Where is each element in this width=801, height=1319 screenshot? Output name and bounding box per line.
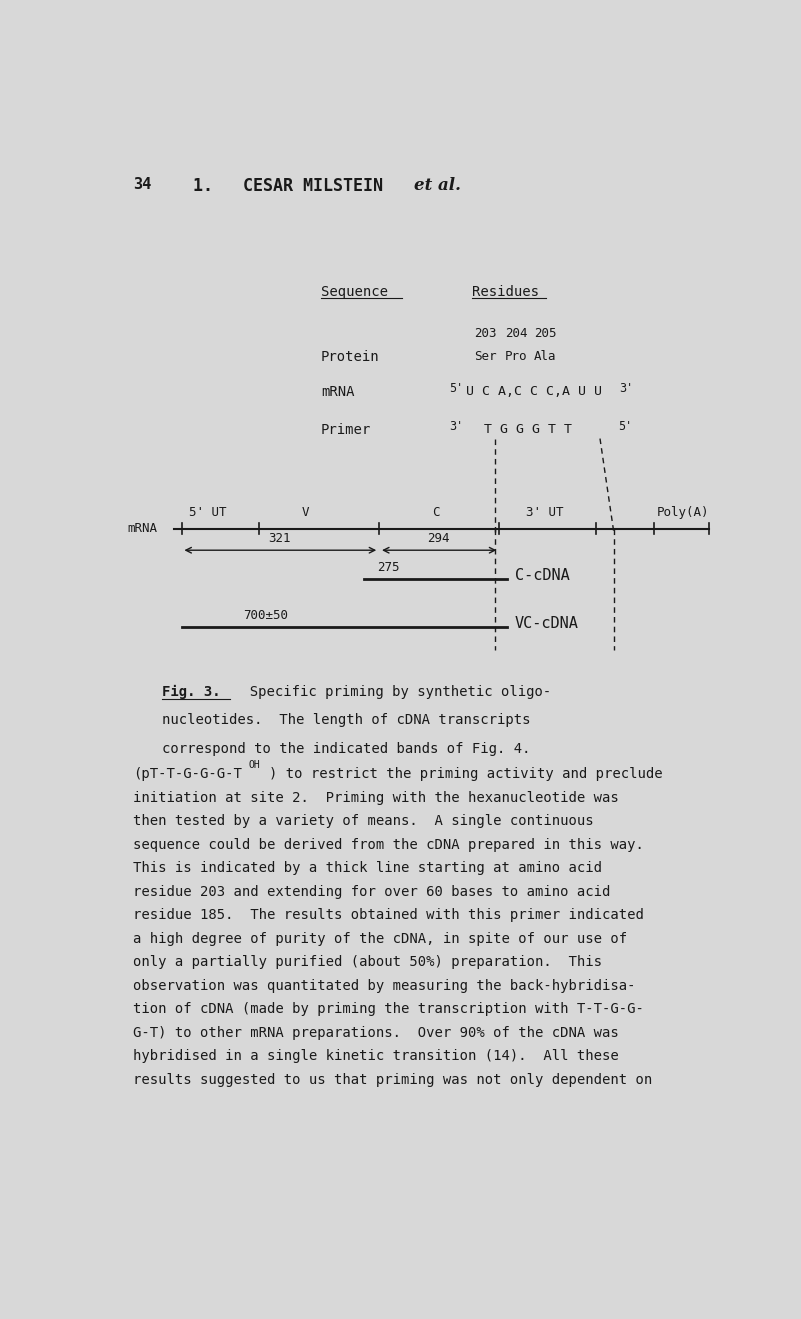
Text: hybridised in a single kinetic transition (14).  All these: hybridised in a single kinetic transitio… bbox=[133, 1049, 618, 1063]
Text: Fig. 3.: Fig. 3. bbox=[162, 685, 221, 699]
Text: initiation at site 2.  Priming with the hexanucleotide was: initiation at site 2. Priming with the h… bbox=[133, 791, 618, 805]
Text: ) to restrict the priming activity and preclude: ) to restrict the priming activity and p… bbox=[269, 768, 662, 781]
Text: 321: 321 bbox=[268, 532, 292, 545]
Text: a high degree of purity of the cDNA, in spite of our use of: a high degree of purity of the cDNA, in … bbox=[133, 931, 627, 946]
Text: OH: OH bbox=[248, 761, 260, 770]
Text: This is indicated by a thick line starting at amino acid: This is indicated by a thick line starti… bbox=[133, 861, 602, 876]
Text: Ser: Ser bbox=[473, 350, 496, 363]
Text: Primer: Primer bbox=[321, 423, 371, 437]
Text: then tested by a variety of means.  A single continuous: then tested by a variety of means. A sin… bbox=[133, 814, 594, 828]
Text: Poly(A): Poly(A) bbox=[657, 505, 709, 518]
Text: Pro: Pro bbox=[505, 350, 527, 363]
Text: observation was quantitated by measuring the back-hybridisa-: observation was quantitated by measuring… bbox=[133, 979, 635, 993]
Text: VC-cDNA: VC-cDNA bbox=[515, 616, 578, 630]
Text: 205: 205 bbox=[534, 327, 557, 340]
Text: V: V bbox=[302, 505, 309, 518]
Text: results suggested to us that priming was not only dependent on: results suggested to us that priming was… bbox=[133, 1072, 652, 1087]
Text: mRNA: mRNA bbox=[127, 522, 157, 536]
Text: Protein: Protein bbox=[321, 350, 380, 364]
Text: 203: 203 bbox=[473, 327, 496, 340]
Text: Ala: Ala bbox=[534, 350, 557, 363]
Text: C-cDNA: C-cDNA bbox=[515, 568, 570, 583]
Text: nucleotides.  The length of cDNA transcripts: nucleotides. The length of cDNA transcri… bbox=[162, 714, 530, 728]
Text: sequence could be derived from the cDNA prepared in this way.: sequence could be derived from the cDNA … bbox=[133, 838, 643, 852]
Text: 204: 204 bbox=[505, 327, 527, 340]
Text: 275: 275 bbox=[377, 561, 400, 574]
Text: residue 185.  The results obtained with this primer indicated: residue 185. The results obtained with t… bbox=[133, 909, 643, 922]
Text: T G G G T T: T G G G T T bbox=[484, 423, 572, 437]
Text: correspond to the indicated bands of Fig. 4.: correspond to the indicated bands of Fig… bbox=[162, 743, 530, 756]
Text: tion of cDNA (made by priming the transcription with T-T-G-G-: tion of cDNA (made by priming the transc… bbox=[133, 1002, 643, 1016]
Text: G-T) to other mRNA preparations.  Over 90% of the cDNA was: G-T) to other mRNA preparations. Over 90… bbox=[133, 1026, 618, 1039]
Text: C: C bbox=[432, 505, 439, 518]
Text: 3': 3' bbox=[449, 419, 463, 433]
Text: (pT-T-G-G-G-T: (pT-T-G-G-G-T bbox=[133, 768, 242, 781]
Text: mRNA: mRNA bbox=[321, 385, 355, 398]
Text: et al.: et al. bbox=[414, 177, 461, 194]
Text: Specific priming by synthetic oligo-: Specific priming by synthetic oligo- bbox=[233, 685, 552, 699]
Text: 1.   CESAR MILSTEIN: 1. CESAR MILSTEIN bbox=[193, 177, 393, 195]
Text: 294: 294 bbox=[428, 532, 450, 545]
Text: 700±50: 700±50 bbox=[244, 609, 288, 621]
Text: 3': 3' bbox=[619, 381, 634, 394]
Text: residue 203 and extending for over 60 bases to amino acid: residue 203 and extending for over 60 ba… bbox=[133, 885, 610, 898]
Text: only a partially purified (about 50%) preparation.  This: only a partially purified (about 50%) pr… bbox=[133, 955, 602, 969]
Text: 5': 5' bbox=[449, 381, 463, 394]
Text: U C A,C C C,A U U: U C A,C C C,A U U bbox=[466, 385, 602, 397]
Text: 5': 5' bbox=[618, 419, 632, 433]
Text: 34: 34 bbox=[133, 177, 151, 191]
Text: Residues: Residues bbox=[472, 285, 539, 298]
Text: Sequence: Sequence bbox=[321, 285, 388, 298]
Text: 3' UT: 3' UT bbox=[526, 505, 564, 518]
Text: 5' UT: 5' UT bbox=[189, 505, 227, 518]
